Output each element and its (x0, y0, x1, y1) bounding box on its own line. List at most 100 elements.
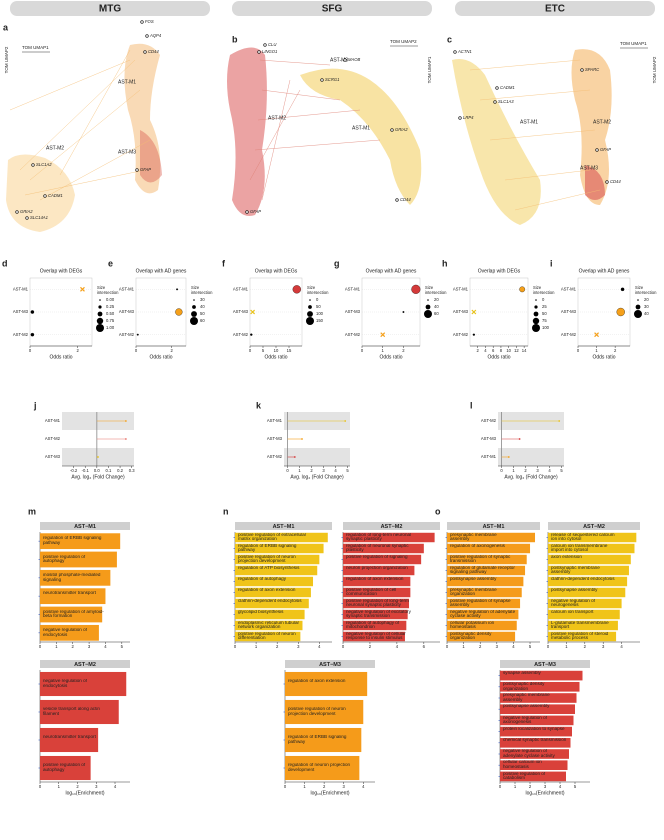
x-tick-label: 5 (121, 644, 124, 649)
bar (235, 565, 318, 576)
gene-node (257, 50, 261, 54)
x-tick-label: 4 (362, 784, 365, 789)
facet-strip (548, 522, 640, 530)
x-tick-label: 1 (595, 348, 598, 353)
bar (500, 681, 580, 692)
panel-letter: f (222, 258, 226, 268)
gene-label: GRIA2 (395, 127, 408, 132)
x-tick-label: 2 (479, 644, 482, 649)
x-tick-label: 0 (39, 784, 42, 789)
module-label: AST-M3 (118, 149, 136, 155)
legend-label: 40 (644, 311, 649, 316)
term-label: calcium ion transport (551, 609, 594, 614)
bar (343, 598, 410, 609)
bar (500, 670, 583, 681)
chart-title: Overlap with DEGs (478, 268, 521, 274)
y-tick-label: AST-M3 (561, 309, 577, 314)
panel-letter: a (3, 22, 9, 32)
chart-title: Overlap with AD genes (579, 268, 630, 274)
chart-title: Overlap with DEGs (40, 268, 83, 274)
gene-label: SLC14A1 (30, 215, 48, 220)
bar (343, 587, 411, 598)
legend-label: 0.25 (106, 304, 115, 309)
legend-marker (533, 311, 539, 317)
marker-x (594, 332, 599, 338)
x-tick-label: 10 (274, 348, 279, 353)
term-label: regulation of ERBB signaling pathway (288, 735, 347, 744)
panel-letter: j (33, 400, 37, 410)
legend-marker (97, 311, 103, 317)
y-tick-label: AST-M2 (267, 454, 283, 459)
legend-label: 30 (644, 304, 649, 309)
module-label: AST-M1 (118, 79, 136, 85)
gene-label: ACTN1 (457, 49, 472, 54)
bar (548, 543, 635, 554)
term-label: cellular calcium ion homeostasis (503, 760, 542, 770)
panel-letter: h (442, 258, 448, 268)
legend-marker (634, 310, 642, 318)
y-tick-label: AST-M3 (481, 436, 497, 441)
bar (447, 576, 524, 587)
x-tick-label: 0 (446, 644, 449, 649)
gene-label: AQP4 (149, 33, 162, 38)
x-tick-label: 1 (382, 348, 385, 353)
marker-dot (175, 308, 183, 316)
panel-letter: i (550, 258, 553, 268)
marker-x (380, 332, 386, 338)
legend-label: 0.75 (106, 318, 115, 323)
x-tick-label: 5 (560, 468, 563, 473)
gene-node (343, 58, 347, 62)
bar (447, 631, 516, 642)
legend-label: 40 (200, 304, 205, 309)
x-tick-label: 4 (334, 468, 337, 473)
row-band (284, 448, 350, 466)
term-label: positive regulation of cell communicatio… (346, 587, 397, 597)
bar (235, 543, 324, 554)
x-tick-label: 4 (114, 784, 117, 789)
gene-label: SLC1A3 (498, 99, 514, 104)
x-axis-label: Avg. log₂ (Fold Change) (71, 474, 125, 480)
y-tick-label: AST-M2 (481, 418, 497, 423)
bar (500, 760, 568, 771)
y-tick-label: AST-M2 (345, 332, 361, 337)
x-axis-label: Odds ratio (49, 354, 72, 360)
legend-label: 60 (434, 311, 439, 316)
bar (500, 749, 569, 759)
legend-label: 25 (542, 304, 547, 309)
x-tick-label: 1 (58, 784, 61, 789)
bar (235, 532, 328, 543)
term-label: positive regulation of autophagy (43, 554, 86, 564)
legend-title: intersection (307, 290, 329, 295)
y-tick-label: AST-M3 (13, 309, 29, 314)
x-tick-label: 3 (322, 468, 325, 473)
umap-b-shapes (227, 47, 422, 216)
x-tick-label: 8 (500, 348, 503, 353)
gene-label: GFAP (250, 209, 261, 214)
legend-marker (193, 299, 195, 301)
x-tick-label: 3 (536, 468, 539, 473)
gene-label: GFAP (140, 167, 151, 172)
legend-label: 0.50 (106, 311, 115, 316)
x-tick-label: 0 (39, 644, 42, 649)
marker-dot (620, 287, 625, 292)
marker-dot (519, 286, 526, 293)
y-tick-label: AST-M2 (13, 332, 29, 337)
x-tick-label: 14 (522, 348, 527, 353)
legend-marker (190, 317, 198, 325)
x-tick-label: 1 (55, 644, 58, 649)
y-tick-label: AST-M1 (345, 286, 361, 291)
term-label: negative regulation of excitatory synapt… (346, 609, 411, 619)
gene-node (493, 100, 497, 104)
x-tick-label: 1 (303, 784, 306, 789)
bar (40, 699, 119, 725)
marker-dot (402, 311, 405, 313)
x-tick-label: 0 (286, 468, 289, 473)
term-label: synapse assembly (503, 670, 541, 675)
term-label: regulation of ATP biosynthesis (238, 565, 300, 570)
x-tick-label: 2 (529, 784, 532, 789)
term-label: release of sequestered calcium ion into … (551, 532, 615, 542)
marker-dot (292, 285, 301, 294)
x-tick-label: 0 (499, 784, 502, 789)
bar (447, 565, 526, 576)
